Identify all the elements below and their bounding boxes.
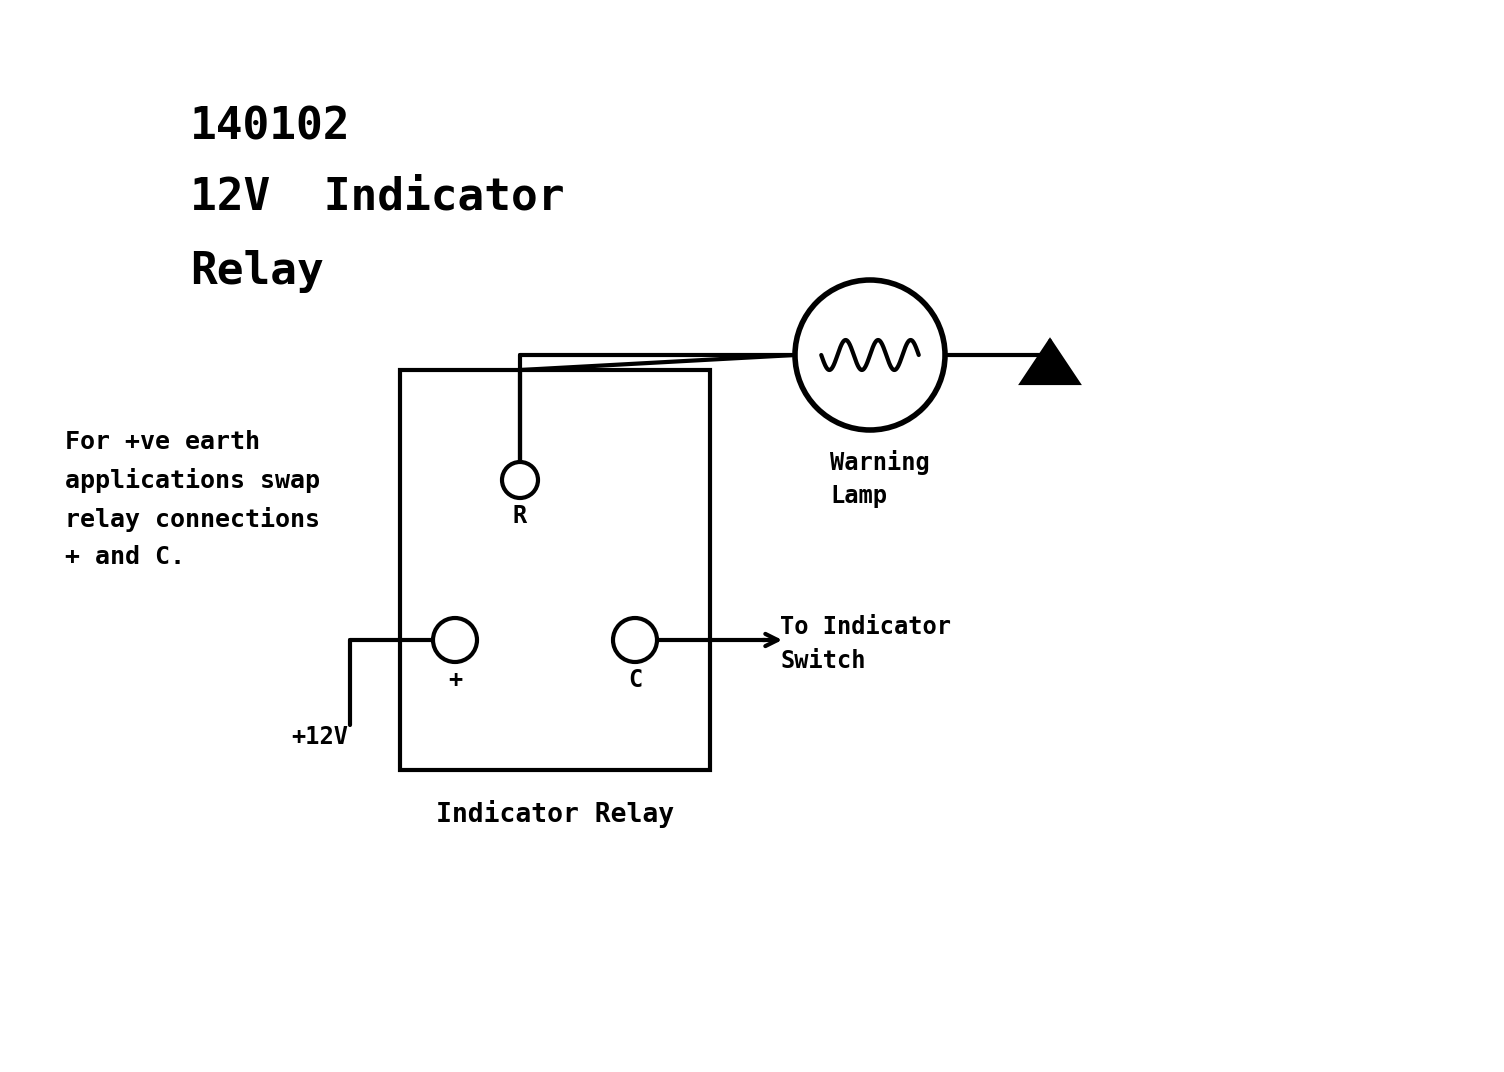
Text: Indicator Relay: Indicator Relay [436,800,674,828]
Text: R: R [513,504,526,528]
Text: Warning
Lamp: Warning Lamp [830,450,929,508]
Circle shape [796,280,945,430]
Circle shape [433,617,477,662]
Circle shape [502,462,538,498]
Text: +: + [448,668,462,693]
Text: 12V  Indicator: 12V Indicator [190,175,564,218]
Text: To Indicator
Switch: To Indicator Switch [781,615,951,672]
Circle shape [614,617,657,662]
Text: 140102: 140102 [190,105,350,148]
Polygon shape [1023,341,1078,383]
Text: C: C [627,668,642,693]
Text: Relay: Relay [190,250,323,293]
Text: +12V: +12V [292,725,349,749]
Bar [400,370,710,770]
Text: For +ve earth
applications swap
relay connections
+ and C.: For +ve earth applications swap relay co… [65,430,320,569]
